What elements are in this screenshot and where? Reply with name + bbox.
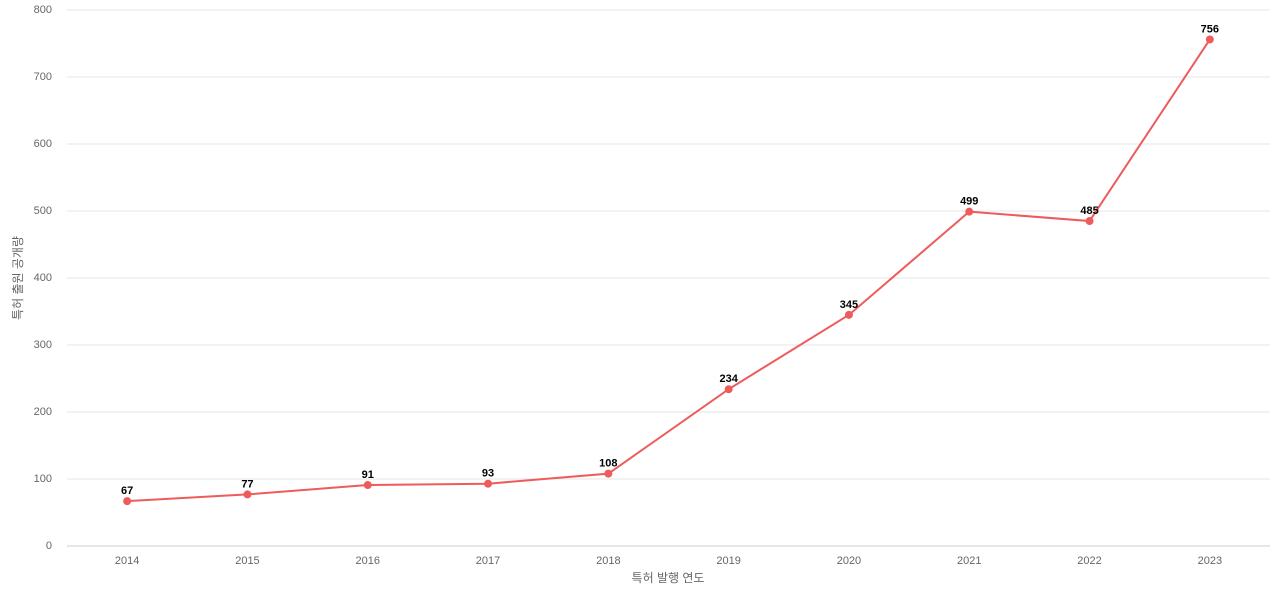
point xyxy=(123,497,132,506)
point xyxy=(1205,35,1214,44)
value-label: 499 xyxy=(960,196,978,208)
x-tick-label: 2023 xyxy=(1198,555,1222,567)
y-axis-label: 특허 출원 공개량 xyxy=(11,236,25,320)
y-tick-label: 800 xyxy=(34,4,52,16)
point xyxy=(1085,217,1094,226)
point xyxy=(724,385,733,394)
value-label: 93 xyxy=(482,468,494,480)
x-tick-label: 2017 xyxy=(476,555,500,567)
point xyxy=(604,469,613,478)
line xyxy=(127,38,1211,503)
x-tick-label: 2021 xyxy=(957,555,981,567)
value-label: 67 xyxy=(121,485,133,497)
x-tick-label: 2015 xyxy=(235,555,259,567)
value-label: 91 xyxy=(362,469,374,481)
value-label: 345 xyxy=(840,299,858,311)
value-label: 108 xyxy=(599,458,617,470)
value-label: 756 xyxy=(1201,23,1219,35)
y-tick-label: 500 xyxy=(34,205,52,217)
value-label: 485 xyxy=(1080,205,1098,217)
y-tick-label: 0 xyxy=(46,540,52,552)
x-tick-label: 2014 xyxy=(115,555,139,567)
x-tick-label: 2020 xyxy=(837,555,861,567)
value-label: 234 xyxy=(719,373,738,385)
x-tick-label: 2018 xyxy=(596,555,620,567)
y-tick-label: 700 xyxy=(34,71,52,83)
value-label: 77 xyxy=(241,478,253,490)
y-tick-label: 300 xyxy=(34,339,52,351)
point xyxy=(844,310,853,319)
x-axis-label: 특허 발행 연도 xyxy=(632,570,705,585)
x-tick-label: 2022 xyxy=(1077,555,1101,567)
y-tick-label: 200 xyxy=(34,406,52,418)
y-tick-label: 100 xyxy=(34,473,52,485)
point xyxy=(243,490,252,499)
x-tick-label: 2016 xyxy=(356,555,380,567)
y-tick-label: 600 xyxy=(34,138,52,150)
point xyxy=(484,479,493,488)
point xyxy=(965,207,974,216)
y-tick-label: 400 xyxy=(34,272,52,284)
point xyxy=(363,481,372,490)
x-tick-label: 2019 xyxy=(716,555,740,567)
